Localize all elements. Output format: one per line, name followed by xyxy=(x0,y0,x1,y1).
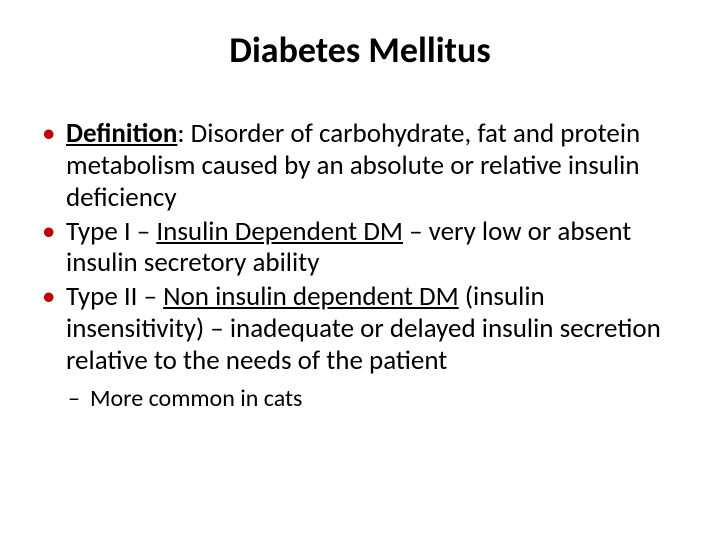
list-item: Definition: Disorder of carbohydrate, fa… xyxy=(38,118,682,214)
type1-prefix: Type I – xyxy=(66,215,156,248)
type1-term: Insulin Dependent DM xyxy=(156,215,403,248)
type2-term: Non insulin dependent DM xyxy=(163,280,459,313)
sub-bullet-text: More common in cats xyxy=(90,384,302,413)
definition-label: Definition xyxy=(66,117,177,150)
bullet-list: Definition: Disorder of carbohydrate, fa… xyxy=(38,118,682,414)
list-item: Type II – Non insulin dependent DM (insu… xyxy=(38,281,682,413)
list-item: More common in cats xyxy=(66,385,682,414)
slide-title: Diabetes Mellitus xyxy=(38,28,682,72)
type2-prefix: Type II – xyxy=(66,280,163,313)
sub-bullet-list: More common in cats xyxy=(66,385,682,414)
list-item: Type I – Insulin Dependent DM – very low… xyxy=(38,216,682,280)
